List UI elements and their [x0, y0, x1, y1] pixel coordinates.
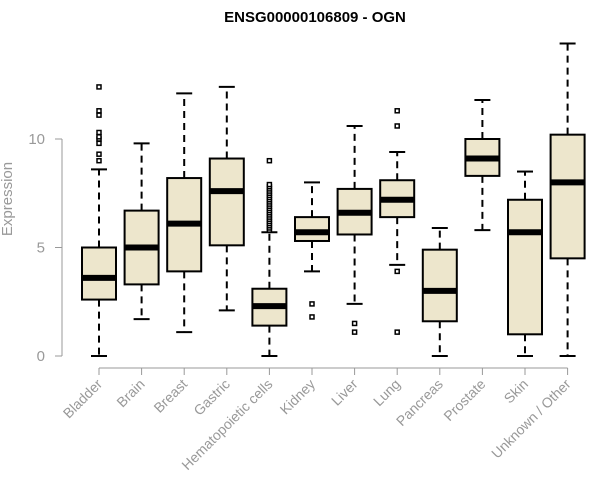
box-series	[81, 42, 586, 357]
outlier-point	[96, 129, 102, 136]
x-tick-label: Breast	[150, 376, 190, 416]
outlier-point	[266, 157, 273, 164]
outlier-point	[96, 157, 102, 164]
box	[507, 198, 543, 336]
box-group	[251, 157, 288, 357]
box-group	[123, 142, 160, 321]
box-group	[208, 85, 245, 312]
y-axis-label: Expression	[0, 162, 16, 236]
chart-title: ENSG00000106809 - OGN	[224, 9, 406, 26]
outlier-point	[266, 181, 273, 188]
box-group	[549, 42, 586, 357]
box-group	[464, 98, 501, 232]
box	[208, 157, 245, 247]
x-tick-label: Lung	[370, 376, 403, 409]
x-tick-label: Skin	[501, 376, 532, 407]
outlier-point	[351, 329, 358, 335]
x-tick-label: Prostate	[440, 376, 488, 424]
box	[421, 248, 458, 323]
box	[81, 246, 117, 301]
outlier-point	[309, 314, 315, 320]
outlier-point	[394, 108, 400, 114]
x-tick-label: Gastric	[190, 376, 233, 419]
box	[549, 133, 586, 260]
outlier-point	[394, 329, 400, 335]
outlier-point	[96, 84, 102, 90]
box	[294, 216, 330, 242]
y-axis: 0 5 10	[28, 131, 63, 365]
outlier-point	[96, 151, 102, 157]
x-tick-label: Liver	[328, 376, 361, 409]
y-tick-label: 10	[28, 131, 45, 148]
box-group	[81, 84, 117, 357]
x-tick-label: Kidney	[277, 376, 319, 418]
box-group	[294, 181, 330, 320]
outlier-point	[394, 123, 400, 129]
y-tick-label: 0	[37, 348, 45, 365]
y-tick-label: 5	[37, 240, 45, 257]
outlier-point	[96, 112, 102, 118]
x-tick-label: Unknown / Other	[488, 376, 574, 462]
outlier-point	[351, 320, 358, 327]
outlier-point	[394, 268, 400, 275]
outlier-point	[96, 134, 102, 140]
x-tick-label: Brain	[113, 376, 147, 410]
box-group	[336, 124, 373, 335]
box-group	[507, 170, 543, 357]
outlier-point	[309, 301, 315, 307]
x-tick-label: Pancreas	[393, 376, 446, 429]
outlier-point	[96, 108, 102, 114]
box-group	[421, 226, 458, 357]
box-group	[166, 92, 203, 334]
x-tick-label: Bladder	[60, 376, 106, 422]
box-group	[379, 108, 416, 335]
outlier-point	[96, 140, 102, 147]
